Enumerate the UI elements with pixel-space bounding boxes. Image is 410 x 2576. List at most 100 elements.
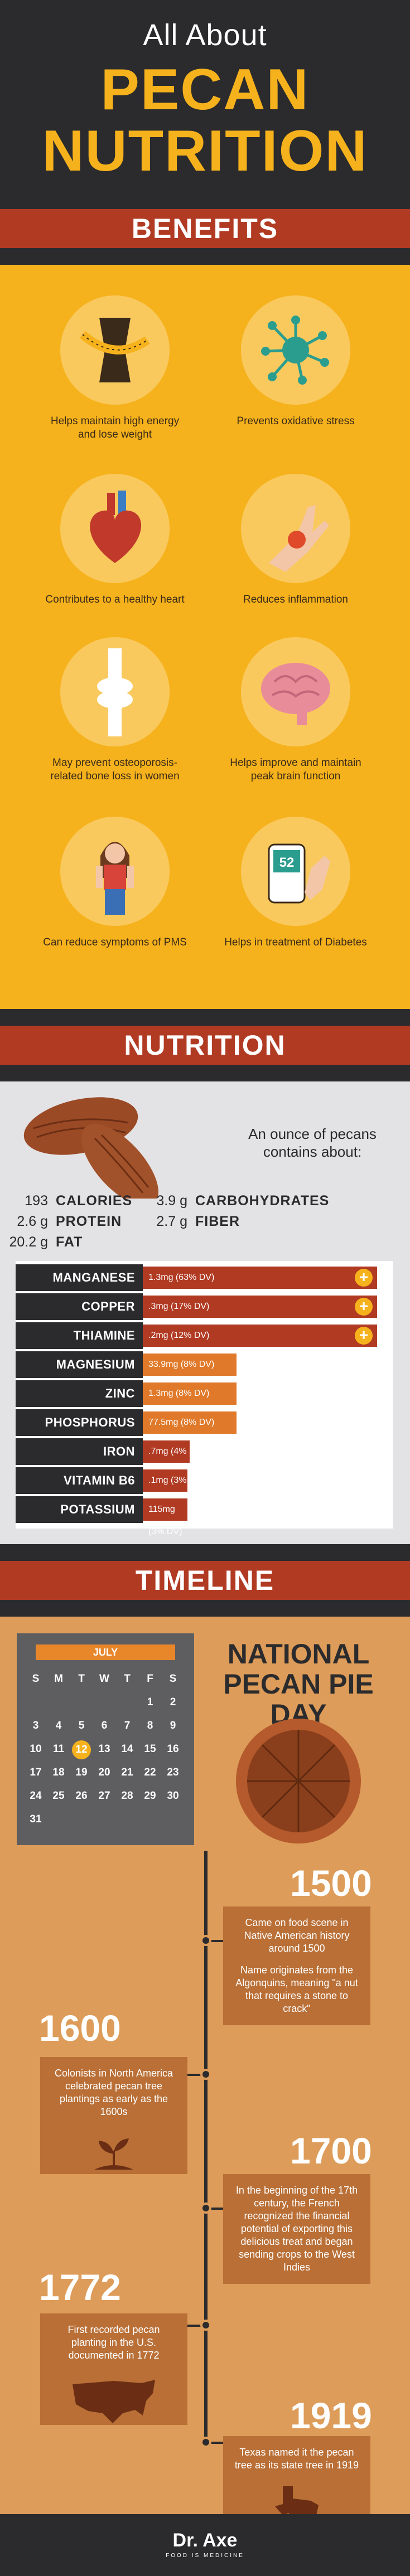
calendar-day: 2 bbox=[170, 1696, 176, 1708]
calendar-day: 24 bbox=[30, 1790, 42, 1802]
pecan-nuts-icon bbox=[23, 1097, 159, 1199]
calendar-day: 13 bbox=[98, 1743, 110, 1755]
mineral-row: THIAMINE .2mg (12% DV) + bbox=[16, 1322, 393, 1349]
calendar-day: 14 bbox=[121, 1743, 133, 1755]
nutrition-fact: 2.7 g FIBER bbox=[156, 1214, 240, 1229]
mineral-row: ZINC 1.3mg (8% DV) bbox=[16, 1380, 393, 1407]
benefit-text: Helps maintain high energy and lose weig… bbox=[50, 415, 180, 440]
timeline-box: First recorded pecan planting in the U.S… bbox=[40, 2313, 187, 2425]
mineral-bar: 1.3mg (63% DV) bbox=[143, 1267, 377, 1289]
benefit-text: Contributes to a healthy heart bbox=[45, 594, 185, 605]
benefit-text: Helps improve and maintain peak brain fu… bbox=[230, 757, 361, 782]
measuring-tape-icon bbox=[60, 295, 170, 405]
mineral-name: ZINC bbox=[16, 1380, 143, 1407]
mineral-bar: 33.9mg (8% DV) bbox=[143, 1354, 237, 1376]
timeline-year: 1500 bbox=[290, 1862, 372, 1904]
glucose-meter-icon: 52 bbox=[241, 817, 350, 926]
mineral-name: POTASSIUM bbox=[16, 1496, 143, 1523]
benefit-item: Prevents oxidative stress bbox=[223, 295, 368, 428]
mineral-name: MANGANESE bbox=[16, 1264, 143, 1291]
benefit-item: Helps maintain high energy and lose weig… bbox=[42, 295, 187, 442]
header-title-line2: NUTRITION bbox=[42, 119, 368, 183]
benefit-item: May prevent osteoporosis-related bone lo… bbox=[42, 637, 187, 783]
calendar-day: 22 bbox=[144, 1767, 156, 1778]
timeline-banner: TIMELINE bbox=[0, 1544, 410, 1617]
calendar-day: 7 bbox=[124, 1720, 131, 1731]
timeline-dot bbox=[200, 2437, 211, 2448]
header-title-line1: PECAN bbox=[100, 57, 310, 122]
mineral-name: VITAMIN B6 bbox=[16, 1467, 143, 1494]
mineral-name: COPPER bbox=[16, 1293, 143, 1320]
mineral-bar: .1mg (3% DV) bbox=[143, 1469, 187, 1507]
header: All About PECAN NUTRITION bbox=[0, 0, 410, 192]
calendar-weekday: W bbox=[99, 1673, 109, 1685]
nutrition-fact: 2.6 g PROTEIN bbox=[17, 1214, 122, 1229]
calendar-day: 5 bbox=[78, 1720, 85, 1731]
timeline-box: Colonists in North America celebrated pe… bbox=[40, 2057, 187, 2174]
benefit-text: May prevent osteoporosis-related bone lo… bbox=[50, 757, 180, 782]
calendar-day: 10 bbox=[30, 1743, 42, 1755]
calendar-weekday: T bbox=[124, 1673, 131, 1685]
mineral-bar: 1.3mg (8% DV) bbox=[143, 1382, 237, 1405]
bone-icon bbox=[60, 637, 170, 746]
mineral-bar: 77.5mg (8% DV) bbox=[143, 1411, 237, 1434]
calendar-day: 31 bbox=[30, 1813, 42, 1825]
dr-axe-logo[interactable]: Dr. Axe bbox=[172, 2530, 238, 2551]
calendar-day: 27 bbox=[98, 1790, 110, 1802]
nutrition-title: NUTRITION bbox=[124, 1030, 286, 1061]
inflamed-wrist-icon bbox=[241, 474, 350, 583]
mineral-row: COPPER .3mg (17% DV) + bbox=[16, 1293, 393, 1320]
timeline-box: Came on food scene in Native American hi… bbox=[223, 1906, 370, 2025]
benefit-item: Contributes to a healthy heart bbox=[42, 474, 187, 607]
calendar-weekday: M bbox=[54, 1673, 63, 1685]
mineral-name: IRON bbox=[16, 1438, 143, 1465]
timeline-box: In the beginning of the 17th century, th… bbox=[223, 2174, 370, 2284]
calendar-day: 4 bbox=[55, 1720, 62, 1731]
calendar-weekday: S bbox=[169, 1673, 177, 1685]
timeline-year: 1700 bbox=[290, 2130, 372, 2171]
calendar-day: 15 bbox=[144, 1743, 156, 1755]
calendar-day: 6 bbox=[101, 1720, 108, 1731]
plus-icon: + bbox=[355, 1269, 373, 1287]
woman-icon bbox=[60, 817, 170, 926]
plus-icon: + bbox=[355, 1298, 373, 1316]
us-map-icon bbox=[73, 2380, 155, 2423]
timeline-dot bbox=[200, 2203, 211, 2214]
calendar-day: 16 bbox=[167, 1743, 179, 1755]
calendar-day: 21 bbox=[121, 1767, 133, 1778]
calendar-day: 29 bbox=[144, 1790, 156, 1802]
calendar-day: 17 bbox=[30, 1767, 42, 1778]
timeline-year: 1772 bbox=[39, 2267, 121, 2308]
calendar-day: 25 bbox=[52, 1790, 65, 1802]
calendar-weekday: S bbox=[32, 1673, 40, 1685]
brain-icon bbox=[241, 637, 350, 746]
nutrition-fact: 20.2 g FAT bbox=[9, 1234, 83, 1250]
mineral-name: THIAMINE bbox=[16, 1322, 143, 1349]
plus-icon: + bbox=[355, 1327, 373, 1345]
mineral-row: PHOSPHORUS 77.5mg (8% DV) bbox=[16, 1409, 393, 1436]
timeline-year: 1600 bbox=[39, 2007, 121, 2049]
nutrition-fact: 193 CALORIES bbox=[25, 1193, 133, 1209]
nutrition-section: An ounce of pecans contains about: 193 CA… bbox=[0, 1081, 410, 1544]
timeline-year: 1919 bbox=[290, 2395, 372, 2436]
header-subtitle: All About bbox=[143, 18, 267, 52]
calendar-day: 1 bbox=[147, 1696, 153, 1708]
mineral-row: POTASSIUM 115mg (3% DV) bbox=[16, 1496, 393, 1536]
mineral-bar: .7mg (4% DV) bbox=[143, 1440, 190, 1478]
calendar-day: 26 bbox=[75, 1790, 88, 1802]
nutrition-fact: 3.9 g CARBOHYDRATES bbox=[156, 1193, 330, 1209]
mineral-row: VITAMIN B6.1mg (3% DV) bbox=[16, 1467, 393, 1507]
calendar-day: 18 bbox=[52, 1767, 65, 1778]
mineral-row: MANGANESE 1.3mg (63% DV) + bbox=[16, 1264, 393, 1291]
calendar-weekday: F bbox=[147, 1673, 153, 1685]
timeline-dot bbox=[200, 2069, 211, 2080]
july-calendar: JULY S M T W T F S 1 2 3 4 5 6 7 8 9 10 11 12 13 14 15 16 17 18 1… bbox=[17, 1633, 194, 1845]
footer: Dr. Axe FOOD IS MEDICINE bbox=[0, 2514, 410, 2576]
calendar-day: 9 bbox=[170, 1720, 176, 1731]
benefit-item: Reduces inflammation bbox=[223, 474, 368, 607]
timeline-title: TIMELINE bbox=[135, 1565, 275, 1596]
calendar-day: 8 bbox=[147, 1720, 153, 1731]
calendar-weekday: T bbox=[78, 1673, 85, 1685]
calendar-day: 11 bbox=[52, 1743, 65, 1755]
